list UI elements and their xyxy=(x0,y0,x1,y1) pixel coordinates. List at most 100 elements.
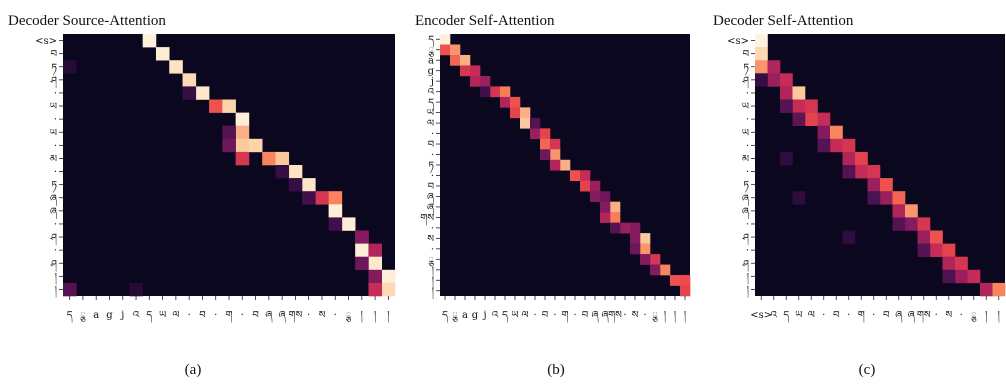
heatmap-cell xyxy=(169,60,183,74)
y-tick-label: མ xyxy=(742,154,749,165)
heatmap-cell xyxy=(630,243,641,255)
y-tick-label: · xyxy=(431,223,434,234)
heatmap-cell xyxy=(248,138,263,153)
heatmap-cell xyxy=(460,65,471,77)
y-tick-label: ཤ xyxy=(50,233,57,246)
y-tick-label: བ xyxy=(743,49,749,60)
y-tick-label: · xyxy=(431,129,434,140)
y-tick-label: · xyxy=(431,150,434,161)
x-tick-label: ད xyxy=(67,310,73,323)
heatmap-cell xyxy=(129,282,143,297)
heatmap-cell xyxy=(381,282,396,297)
y-tick-label: · xyxy=(54,219,57,230)
heatmap-cell xyxy=(540,149,551,161)
heatmap-cell xyxy=(842,151,856,166)
x-tick-label: · xyxy=(822,310,825,321)
heatmap-cell xyxy=(842,230,856,244)
heatmap-cell xyxy=(570,170,581,182)
y-tick-label: <s> xyxy=(727,36,749,47)
y-tick-label: · xyxy=(54,141,57,152)
x-tick-label: བ xyxy=(199,310,205,321)
heatmap-cell xyxy=(755,60,768,74)
heatmap-cell xyxy=(63,282,77,297)
heatmap-cell xyxy=(660,264,671,276)
heatmap-cell xyxy=(222,99,236,113)
x-tick-label: གས xyxy=(917,310,931,323)
heatmap-cell xyxy=(792,112,806,126)
heatmap-cell xyxy=(867,165,881,179)
heatmap-cell xyxy=(680,275,691,286)
x-tick-label: ག xyxy=(858,310,865,323)
heatmap-cell xyxy=(480,75,491,87)
x-tick-label: · xyxy=(214,310,217,321)
heatmap-cell xyxy=(980,282,993,297)
x-tick-label: བ xyxy=(883,310,889,321)
heatmap-cell xyxy=(315,191,329,205)
x-tick-label: · xyxy=(188,310,191,321)
y-tick-label: ཤ xyxy=(742,75,749,88)
x-tick-label: འ xyxy=(133,310,140,321)
heatmap-cell xyxy=(600,191,611,202)
heatmap-cell xyxy=(780,86,793,100)
heatmap-cell xyxy=(780,73,793,87)
y-tick-label: ཞ xyxy=(742,193,749,206)
heatmap-cell xyxy=(470,75,481,87)
heatmap-cell xyxy=(755,73,768,87)
heatmap-cell xyxy=(235,151,250,166)
heatmap-cell xyxy=(440,34,451,45)
heatmap-cell xyxy=(222,125,236,140)
heatmap-cell xyxy=(490,86,501,98)
y-tick-label: · xyxy=(746,167,749,178)
heatmap-cell xyxy=(817,125,831,140)
y-tick-label: ཞ xyxy=(742,206,749,219)
y-tick-label: a xyxy=(428,56,434,67)
y-tick-label: ས xyxy=(427,234,434,245)
heatmap-cell xyxy=(992,282,1006,297)
x-tick-label: · xyxy=(307,310,310,321)
heatmap-cell xyxy=(450,54,461,66)
x-tick-label: j xyxy=(120,310,124,321)
y-tick-label: ཞ xyxy=(50,193,57,206)
y-tick-label: ྕ xyxy=(428,255,434,267)
heatmap-cell xyxy=(328,191,343,205)
y-tick-label: ཤ xyxy=(50,259,57,272)
x-tick-label: · xyxy=(935,310,938,321)
x-tick-label: ྕ xyxy=(971,310,977,322)
panel-caption: (a) xyxy=(185,362,202,378)
y-tick-label: ། xyxy=(432,286,434,299)
heatmap-cell xyxy=(355,230,369,244)
x-tick-label: ཡ xyxy=(511,310,518,321)
x-tick-label: · xyxy=(553,310,556,321)
heatmap-cell xyxy=(955,269,968,284)
x-tick-label: ཞ xyxy=(265,310,272,323)
heatmap-panel-3: Decoder Self-Attention<s>བཏཤ·ཡ·ཡ·མ·ཏཞཞ·ཤ… xyxy=(713,13,1006,378)
y-tick-label: འ xyxy=(428,87,435,98)
x-tick-label: ། xyxy=(674,310,676,323)
heatmap-cell xyxy=(550,149,561,161)
y-tick-label: ཤ xyxy=(742,233,749,246)
y-tick-label: · xyxy=(746,219,749,230)
heatmap-cell xyxy=(842,138,856,153)
heatmap-cell xyxy=(880,191,893,205)
heatmap-cell xyxy=(892,217,906,231)
heatmap-cell xyxy=(842,165,856,179)
y-tick-label: ད xyxy=(428,98,434,111)
heatmap-cell xyxy=(930,230,943,244)
heatmap-cell xyxy=(195,86,210,100)
x-tick-label: ། xyxy=(684,310,686,323)
x-tick-label: ྕ xyxy=(452,310,458,322)
x-tick-label: · xyxy=(847,310,850,321)
heatmap-cell xyxy=(510,96,521,108)
x-tick-label: ད xyxy=(146,310,152,323)
heatmap-cell xyxy=(262,151,276,166)
x-tick-label: ལ xyxy=(808,310,815,321)
heatmap-cell xyxy=(640,243,651,255)
heatmap-cell xyxy=(182,86,197,100)
heatmap-cell xyxy=(530,128,541,140)
heatmap-cell xyxy=(880,178,893,192)
x-tick-label: ལ xyxy=(172,310,179,321)
heatmap-cell xyxy=(288,178,303,192)
x-tick-label: ཞ xyxy=(592,310,599,323)
heatmap-cell xyxy=(905,217,918,231)
x-tick-label: g xyxy=(106,310,113,321)
